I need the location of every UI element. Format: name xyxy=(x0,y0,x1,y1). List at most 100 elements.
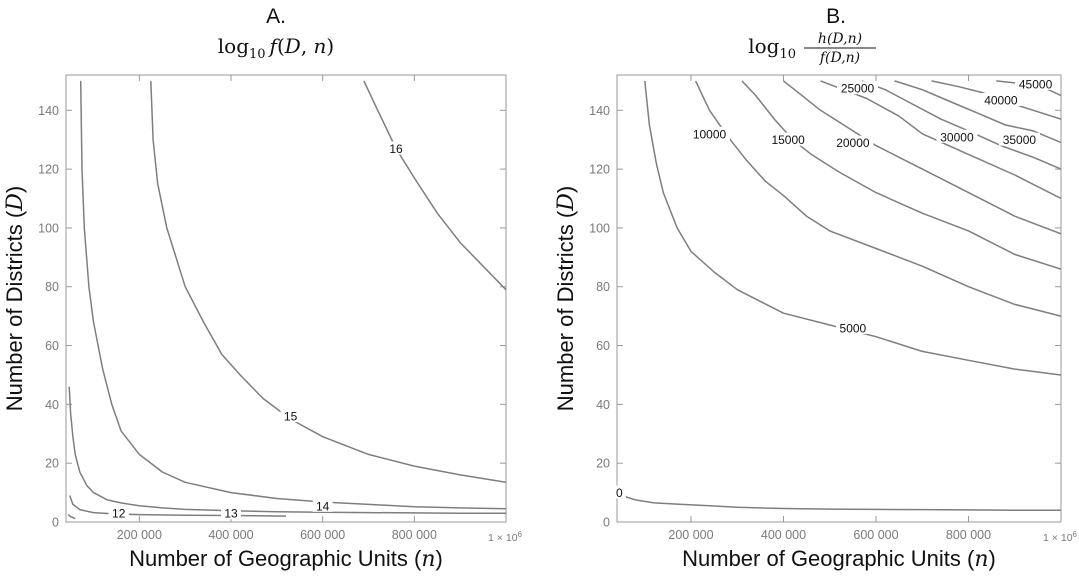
contour-label: 40000 xyxy=(984,93,1018,107)
title-arg-n: n xyxy=(314,34,327,58)
contour-line-12 xyxy=(68,495,287,517)
y-tick-label: 60 xyxy=(596,339,610,353)
x-axis-title: Number of Geographic Units (n) xyxy=(682,546,996,572)
plot-frame xyxy=(65,74,507,523)
contour-label-bg xyxy=(980,92,1022,106)
contour-label-bg xyxy=(936,129,978,143)
contour-line-14 xyxy=(79,80,506,510)
x-tick-label: 600 000 xyxy=(853,528,898,542)
y-tick-label: 0 xyxy=(603,516,610,530)
x-axis-title-paren-open: ( xyxy=(961,546,975,571)
x-axis-title-text: Number of Geographic Units xyxy=(682,546,961,571)
y-tick-label: 100 xyxy=(38,221,59,235)
contour-label-bg xyxy=(837,81,878,95)
y-tick-label: 120 xyxy=(589,163,610,177)
title-log-base: 10 xyxy=(779,47,796,62)
contour-label: 20000 xyxy=(836,136,870,150)
contour-label-bg xyxy=(689,126,730,140)
panel-a: A. log10 f(D, n) 0 20 40 60 80 100 120 140 200 000 4… xyxy=(2,5,523,572)
y-axis-title-paren-close: ) xyxy=(2,186,27,193)
contour-label: 12 xyxy=(112,507,126,521)
x-multiplier-label: 1 × 106 xyxy=(488,530,523,544)
y-tick-label: 40 xyxy=(596,398,610,412)
contour-line-16 xyxy=(363,80,506,291)
contour-label-bg xyxy=(612,485,626,499)
contour-line-12 xyxy=(67,514,76,520)
contour-label: 0 xyxy=(616,486,623,500)
contour-line-0 xyxy=(618,489,1061,511)
y-tick-label: 80 xyxy=(45,280,59,294)
contour-line-5000 xyxy=(644,80,1061,376)
y-axis-title: Number of Districts (D) xyxy=(2,186,28,411)
x-tick-label: 800 000 xyxy=(946,528,991,542)
x-axis-title-paren-close: ) xyxy=(436,546,443,571)
contour-label: 10000 xyxy=(693,127,727,141)
y-tick-label: 140 xyxy=(38,104,59,118)
y-tick-label: 20 xyxy=(596,457,610,471)
panel-b: B.log10h(D,n)f(D,n)020406080100120140200… xyxy=(553,5,1078,572)
y-tick-label: 80 xyxy=(596,280,610,294)
panel-letter: A. xyxy=(266,5,286,28)
contour-label: 30000 xyxy=(940,130,974,144)
y-tick-label: 40 xyxy=(45,398,59,412)
contour-line-20000 xyxy=(783,80,1061,235)
panel-letter: B. xyxy=(826,5,846,28)
contour-line-30000 xyxy=(861,80,1061,170)
x-tick-label: 200 000 xyxy=(117,528,162,542)
contour-label-bg xyxy=(835,320,870,334)
contour-line-15000 xyxy=(741,80,1061,270)
contour-labels: 0 5000 10000 15000 20000 25000 30000 35000 40000… xyxy=(612,76,1057,500)
title-denominator: f(D,n) xyxy=(819,50,860,66)
contour-label: 35000 xyxy=(1003,133,1037,147)
y-tick-label: 20 xyxy=(45,457,59,471)
y-axis-title-text: Number of Districts xyxy=(553,224,578,411)
contour-label-bg xyxy=(832,135,874,149)
title-numerator: h(D,n) xyxy=(818,31,862,47)
y-tick-label: 100 xyxy=(589,221,610,235)
contour-label: 15000 xyxy=(771,133,805,147)
x-tick-label: 200 000 xyxy=(668,528,713,542)
panel-title: log10 f(D, n) xyxy=(218,34,334,62)
y-axis-title-paren-open: ( xyxy=(2,210,27,224)
y-tick-label: 120 xyxy=(38,163,59,177)
y-axis-title-symbol: D xyxy=(554,193,579,212)
title-arg-d: D xyxy=(284,34,301,58)
y-tick-label: 60 xyxy=(45,339,59,353)
x-multiplier-base: 1 × 10 xyxy=(1043,532,1073,544)
y-axis-title-text: Number of Districts xyxy=(2,224,27,411)
y-axis-title-paren-open: ( xyxy=(553,210,578,224)
x-multiplier-exponent: 6 xyxy=(518,530,523,539)
x-axis-title-symbol: n xyxy=(974,547,988,572)
y-axis-title: Number of Districts (D) xyxy=(553,186,579,411)
contour-line-35000 xyxy=(894,80,1061,144)
y-tick-label: 140 xyxy=(589,104,610,118)
x-axis-title-paren-open: ( xyxy=(408,546,422,571)
contour-labels: 121213141516 xyxy=(108,141,406,521)
x-tick-label: 400 000 xyxy=(208,528,253,542)
contour-label: 15 xyxy=(284,410,298,424)
contour-label: 14 xyxy=(316,499,330,513)
contour-label-bg xyxy=(386,141,406,155)
contour-label-bg xyxy=(998,132,1040,146)
x-axis-title: Number of Geographic Units (n) xyxy=(129,546,443,572)
contour-label-bg xyxy=(108,506,129,520)
y-axis-title-symbol: D xyxy=(3,193,28,212)
title-close: ) xyxy=(326,34,334,58)
contour-label: 45000 xyxy=(1019,77,1053,91)
contour-label-bg xyxy=(280,409,301,423)
x-multiplier-exponent: 6 xyxy=(1073,530,1078,539)
contour-label: 5000 xyxy=(840,321,867,335)
x-axis-title-symbol: n xyxy=(421,547,435,572)
contour-label-bg xyxy=(312,498,333,512)
contour-lines xyxy=(618,80,1061,511)
y-tick-label: 0 xyxy=(52,516,59,530)
x-multiplier-base: 1 × 10 xyxy=(488,532,518,544)
y-axis-title-paren-close: ) xyxy=(553,186,578,193)
x-tick-label: 800 000 xyxy=(392,528,437,542)
panel-title: log10 xyxy=(748,34,796,62)
title-log-base: 10 xyxy=(249,47,266,62)
contour-label: 25000 xyxy=(841,82,875,96)
contour-line-10000 xyxy=(694,80,1061,317)
contour-label-bg xyxy=(221,506,241,520)
